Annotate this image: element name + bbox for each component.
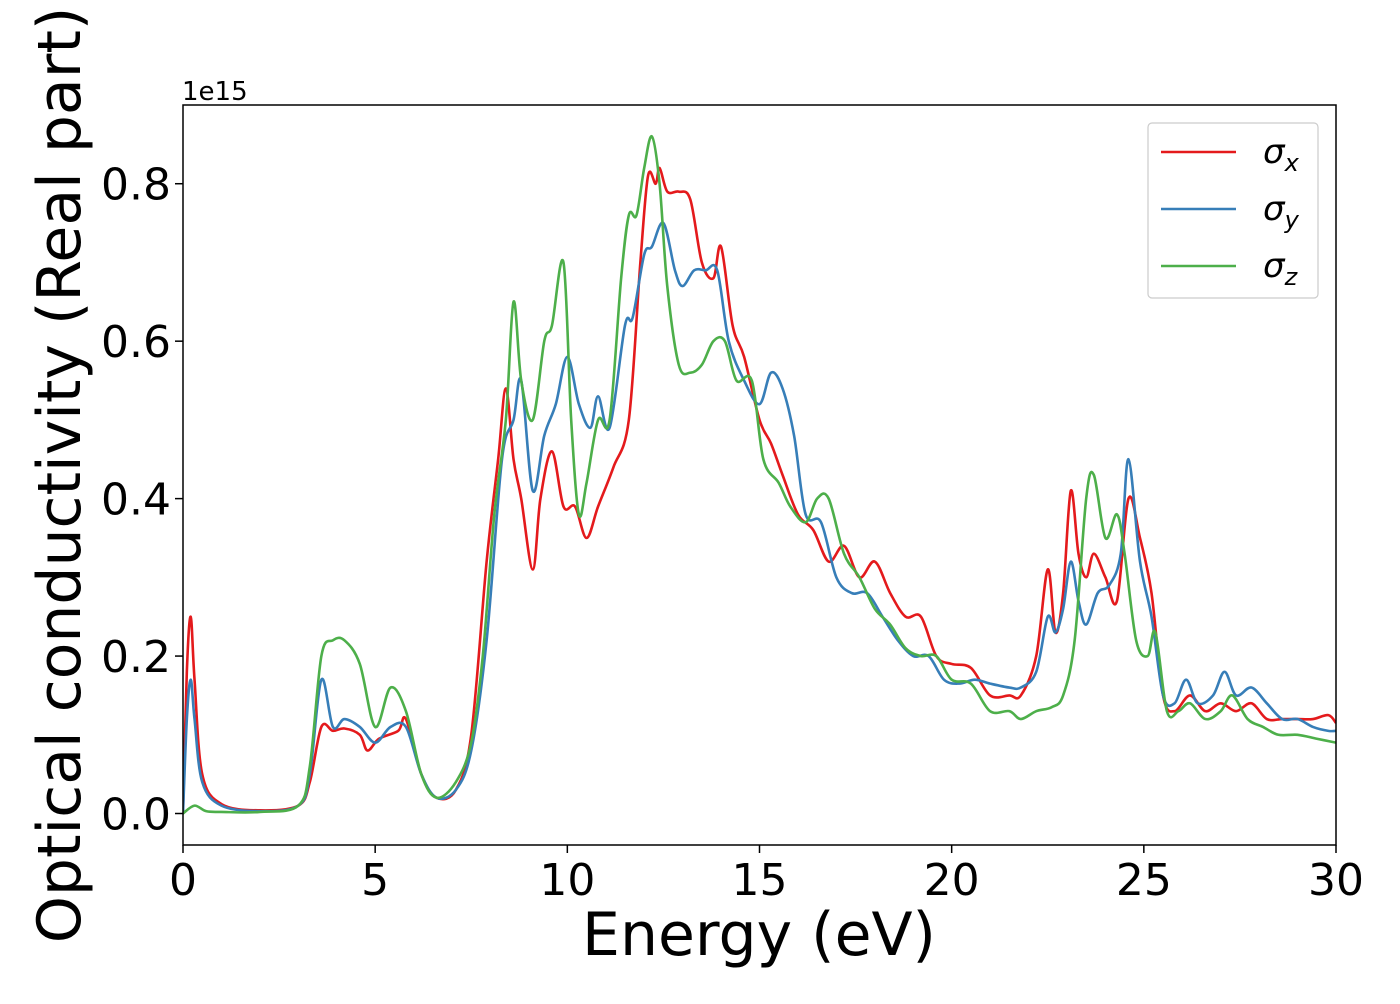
x-tick-label: 0	[169, 855, 197, 906]
legend-label-sigma-z: σz	[1263, 246, 1299, 291]
y-tick-label: 0.6	[101, 317, 171, 368]
legend-frame	[1147, 122, 1319, 299]
ticks-layer: 0 5 10 15 20 25 30 0.0 0.2 0.4 0.6 0.8	[101, 160, 1364, 906]
x-axis-label: Energy (eV)	[582, 900, 936, 970]
legend-label-sigma-y: σy	[1263, 189, 1300, 234]
series-layer	[183, 135, 1336, 815]
legend-label-sigma-x: σx	[1263, 132, 1300, 177]
x-tick-label: 25	[1116, 855, 1172, 906]
x-tick-label: 15	[732, 855, 788, 906]
y-offset-text: 1e15	[182, 77, 248, 107]
y-tick-label: 0.2	[101, 632, 171, 683]
series-line-sigma-x	[183, 166, 1336, 814]
y-tick-label: 0.4	[101, 475, 171, 526]
x-tick-label: 10	[539, 855, 595, 906]
y-axis-label: Optical conductivity (Real part)	[25, 7, 95, 944]
x-tick-label: 20	[924, 855, 980, 906]
y-tick-label: 0.0	[101, 790, 171, 841]
y-tick-label: 0.8	[101, 160, 171, 211]
series-line-sigma-z	[183, 135, 1336, 815]
x-tick-label: 30	[1308, 855, 1364, 906]
x-tick-label: 5	[361, 855, 389, 906]
legend: σx σy σz	[1147, 122, 1319, 299]
